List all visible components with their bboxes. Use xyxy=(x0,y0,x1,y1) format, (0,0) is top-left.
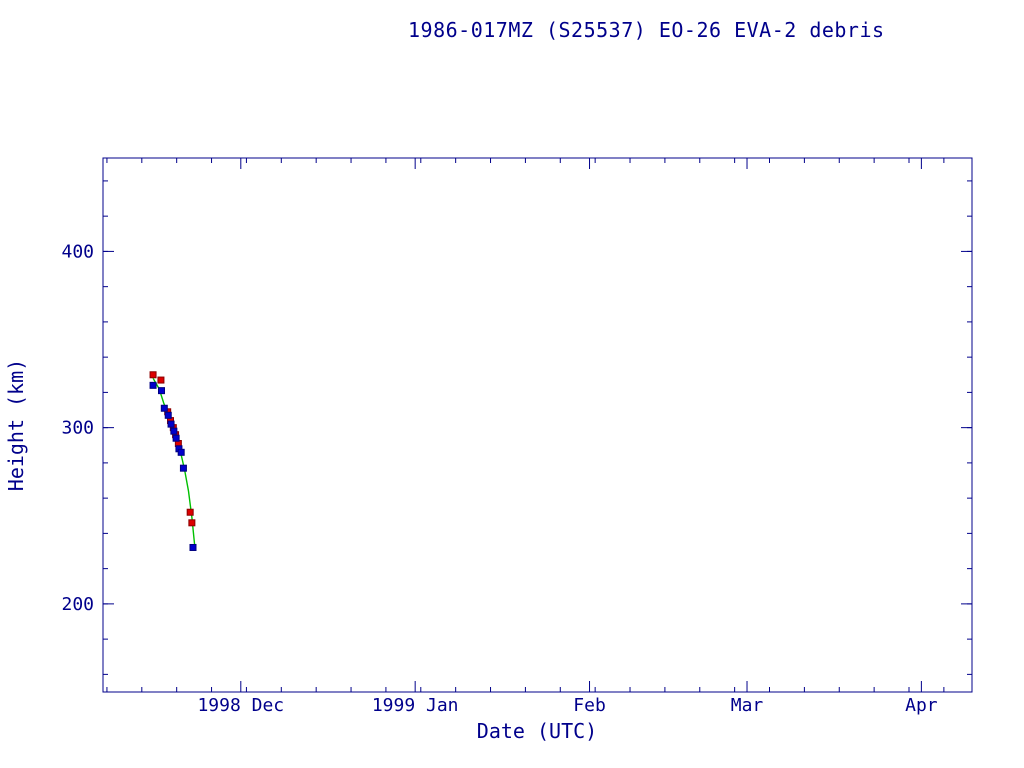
x-tick-label: Feb xyxy=(573,695,606,716)
x-axis-label: Date (UTC) xyxy=(476,719,598,743)
axis-box xyxy=(102,157,973,693)
height-blue-point xyxy=(177,448,185,456)
x-tick-label: 1998 Dec xyxy=(197,695,284,716)
height-blue-point xyxy=(167,420,175,428)
height-red-point xyxy=(157,376,165,384)
height-blue-point xyxy=(179,464,187,472)
x-tick-label: Mar xyxy=(731,695,764,716)
y-tick-label: 300 xyxy=(61,418,94,439)
height-blue-point xyxy=(157,387,165,395)
height-red-point xyxy=(149,371,157,379)
chart-title: 1986-017MZ (S25537) EO-26 EVA-2 debris xyxy=(408,18,885,42)
height-blue-point xyxy=(170,427,178,435)
height-red-point xyxy=(186,508,194,516)
y-tick-label: 200 xyxy=(61,594,94,615)
x-tick-label: Apr xyxy=(905,695,938,716)
height-red-point xyxy=(188,519,196,527)
y-axis-label: Height (km) xyxy=(4,358,28,492)
x-tick-label: 1999 Jan xyxy=(372,695,459,716)
y-tick-label: 400 xyxy=(61,241,94,262)
height-blue-point xyxy=(164,411,172,419)
height-blue-point xyxy=(189,543,197,551)
height-blue-point xyxy=(172,434,180,442)
height-blue-point xyxy=(160,404,168,412)
height-blue-point xyxy=(149,381,157,389)
